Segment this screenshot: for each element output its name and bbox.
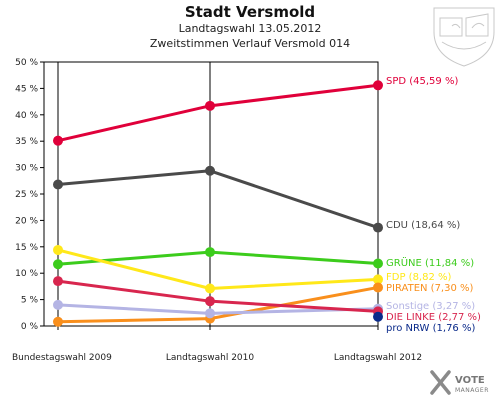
x-tick-label: Bundestagswahl 2009	[12, 353, 112, 363]
series-label: FDP (8,82 %)	[386, 272, 452, 283]
data-point	[205, 283, 215, 294]
data-point	[53, 299, 63, 310]
data-point	[53, 135, 63, 146]
series-line	[57, 83, 379, 143]
x-logo-icon	[430, 370, 451, 395]
data-point	[373, 274, 383, 285]
series-label: DIE LINKE (2,77 %)	[386, 312, 481, 323]
vote-manager-logo: VOTE MANAGER	[430, 370, 489, 395]
data-point	[53, 259, 63, 270]
series-label: pro NRW (1,76 %)	[386, 323, 475, 334]
series-label: SPD (45,59 %)	[386, 76, 458, 87]
series-line	[57, 248, 379, 291]
chart-subtitle-2: Zweitstimmen Verlauf Versmold 014	[150, 37, 350, 50]
data-point	[205, 308, 215, 319]
data-point	[53, 316, 63, 327]
data-point	[205, 247, 215, 258]
series-line	[57, 285, 379, 324]
data-point	[53, 276, 63, 287]
y-tick-label: 5 %	[21, 296, 39, 306]
y-tick-label: 25 %	[15, 190, 38, 200]
series-label: PIRATEN (7,30 %)	[386, 283, 474, 294]
y-tick-label: 40 %	[15, 111, 38, 121]
y-tick-label: 35 %	[15, 137, 38, 147]
series-line	[57, 169, 379, 230]
data-point	[373, 222, 383, 233]
data-point	[373, 282, 383, 293]
data-point	[53, 244, 63, 255]
plot-area: 0 % 5 % 10 % 15 % 20 % 25 % 30 % 35 % 40 % 45 % 50…	[12, 58, 481, 363]
series-label: GRÜNE (11,84 %)	[386, 256, 474, 269]
data-point	[373, 258, 383, 269]
y-tick-label: 0 %	[21, 322, 39, 332]
data-point	[373, 80, 383, 91]
x-tick-label: Landtagswahl 2012	[334, 353, 422, 363]
x-tick-label: Landtagswahl 2010	[166, 353, 255, 363]
data-point	[205, 100, 215, 111]
logo-text-main: VOTE	[455, 375, 485, 386]
y-tick-label: 10 %	[15, 269, 38, 279]
logo-text-sub: MANAGER	[455, 387, 489, 394]
data-point	[205, 296, 215, 307]
data-point	[53, 179, 63, 190]
coat-of-arms-emblem	[433, 7, 495, 67]
chart-subtitle: Landtagswahl 13.05.2012	[179, 22, 322, 35]
y-tick-label: 45 %	[15, 84, 38, 94]
y-tick-label: 20 %	[15, 216, 38, 226]
series-label: Sonstige (3,27 %)	[386, 301, 475, 312]
data-point	[205, 165, 215, 176]
y-tick-label: 50 %	[15, 58, 38, 68]
chart-title: Stadt Versmold	[185, 3, 315, 21]
series-label: CDU (18,64 %)	[386, 220, 460, 231]
y-tick-label: 15 %	[15, 243, 38, 253]
y-tick-label: 30 %	[15, 164, 38, 174]
data-point	[373, 311, 383, 322]
